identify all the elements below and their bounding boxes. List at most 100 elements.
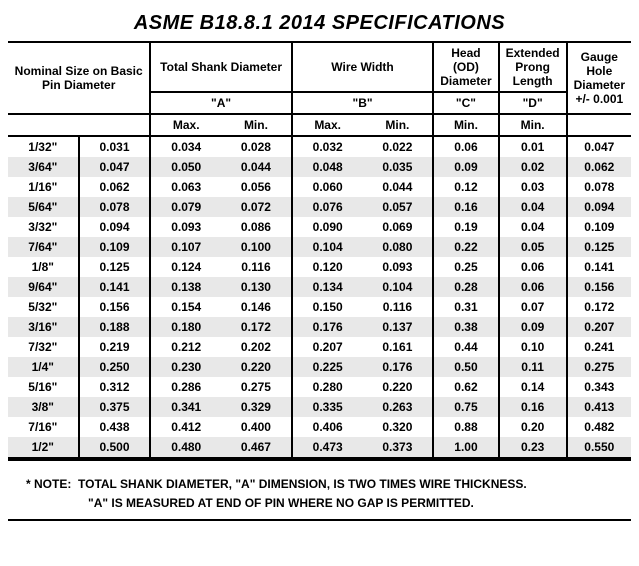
- cell-frac: 3/32": [8, 217, 79, 237]
- cell-bMin: 0.161: [363, 337, 434, 357]
- cell-frac: 1/4": [8, 357, 79, 377]
- letter-d: "D": [499, 92, 567, 114]
- cell-dMin: 0.23: [499, 437, 567, 458]
- cell-bMax: 0.032: [292, 136, 363, 157]
- cell-bMax: 0.048: [292, 157, 363, 177]
- cell-frac: 7/64": [8, 237, 79, 257]
- cell-gauge: 0.156: [567, 277, 631, 297]
- cell-bMin: 0.373: [363, 437, 434, 458]
- cell-bMin: 0.320: [363, 417, 434, 437]
- cell-gauge: 0.062: [567, 157, 631, 177]
- cell-cMin: 1.00: [433, 437, 498, 458]
- cell-cMin: 0.25: [433, 257, 498, 277]
- col-nominal: Nominal Size on Basic Pin Diameter: [8, 42, 150, 114]
- table-row: 1/4"0.2500.2300.2200.2250.1760.500.110.2…: [8, 357, 631, 377]
- cell-frac: 5/64": [8, 197, 79, 217]
- cell-dMin: 0.09: [499, 317, 567, 337]
- cell-aMax: 0.154: [150, 297, 221, 317]
- cell-gauge: 0.141: [567, 257, 631, 277]
- cell-frac: 1/32": [8, 136, 79, 157]
- cell-aMax: 0.050: [150, 157, 221, 177]
- cell-cMin: 0.62: [433, 377, 498, 397]
- cell-cMin: 0.06: [433, 136, 498, 157]
- cell-cMin: 0.22: [433, 237, 498, 257]
- table-row: 5/64"0.0780.0790.0720.0760.0570.160.040.…: [8, 197, 631, 217]
- cell-dMin: 0.10: [499, 337, 567, 357]
- cell-aMax: 0.093: [150, 217, 221, 237]
- blank-nominal: [8, 114, 150, 136]
- cell-bMax: 0.335: [292, 397, 363, 417]
- note-line-2: "A" IS MEASURED AT END OF PIN WHERE NO G…: [88, 494, 631, 513]
- cell-dec: 0.500: [79, 437, 151, 458]
- cell-dMin: 0.02: [499, 157, 567, 177]
- cell-bMax: 0.090: [292, 217, 363, 237]
- table-row: 1/32"0.0310.0340.0280.0320.0220.060.010.…: [8, 136, 631, 157]
- cell-dMin: 0.04: [499, 217, 567, 237]
- cell-aMin: 0.172: [221, 317, 292, 337]
- cell-cMin: 0.31: [433, 297, 498, 317]
- table-row: 5/32"0.1560.1540.1460.1500.1160.310.070.…: [8, 297, 631, 317]
- cell-frac: 3/8": [8, 397, 79, 417]
- page-title: ASME B18.8.1 2014 SPECIFICATIONS: [8, 12, 631, 35]
- cell-dMin: 0.01: [499, 136, 567, 157]
- cell-gauge: 0.413: [567, 397, 631, 417]
- cell-bMax: 0.104: [292, 237, 363, 257]
- cell-gauge: 0.343: [567, 377, 631, 397]
- cell-gauge: 0.125: [567, 237, 631, 257]
- cell-aMax: 0.124: [150, 257, 221, 277]
- cell-aMax: 0.138: [150, 277, 221, 297]
- cell-gauge: 0.109: [567, 217, 631, 237]
- cell-frac: 5/16": [8, 377, 79, 397]
- cell-dMin: 0.07: [499, 297, 567, 317]
- cell-dec: 0.094: [79, 217, 151, 237]
- cell-dec: 0.438: [79, 417, 151, 437]
- spec-table: Nominal Size on Basic Pin Diameter Total…: [8, 41, 631, 459]
- cell-frac: 3/64": [8, 157, 79, 177]
- letter-b: "B": [292, 92, 433, 114]
- cell-aMin: 0.056: [221, 177, 292, 197]
- cell-cMin: 0.75: [433, 397, 498, 417]
- cell-aMin: 0.044: [221, 157, 292, 177]
- cell-frac: 9/64": [8, 277, 79, 297]
- cell-bMin: 0.069: [363, 217, 434, 237]
- cell-dMin: 0.06: [499, 277, 567, 297]
- cell-aMax: 0.079: [150, 197, 221, 217]
- cell-bMax: 0.134: [292, 277, 363, 297]
- cell-bMax: 0.406: [292, 417, 363, 437]
- cell-cMin: 0.12: [433, 177, 498, 197]
- table-row: 3/32"0.0940.0930.0860.0900.0690.190.040.…: [8, 217, 631, 237]
- cell-aMax: 0.180: [150, 317, 221, 337]
- cell-aMin: 0.400: [221, 417, 292, 437]
- table-row: 3/16"0.1880.1800.1720.1760.1370.380.090.…: [8, 317, 631, 337]
- cell-dMin: 0.16: [499, 397, 567, 417]
- b-min: Min.: [363, 114, 434, 136]
- cell-aMin: 0.146: [221, 297, 292, 317]
- note-block: * NOTE: TOTAL SHANK DIAMETER, "A" DIMENS…: [26, 475, 631, 513]
- gauge-blank: [567, 114, 631, 136]
- cell-cMin: 0.88: [433, 417, 498, 437]
- cell-dMin: 0.05: [499, 237, 567, 257]
- cell-aMin: 0.086: [221, 217, 292, 237]
- a-min: Min.: [221, 114, 292, 136]
- letter-c: "C": [433, 92, 498, 114]
- note-line-1: * NOTE: TOTAL SHANK DIAMETER, "A" DIMENS…: [26, 475, 631, 494]
- cell-bMax: 0.076: [292, 197, 363, 217]
- cell-dec: 0.141: [79, 277, 151, 297]
- cell-bMin: 0.044: [363, 177, 434, 197]
- table-row: 7/32"0.2190.2120.2020.2070.1610.440.100.…: [8, 337, 631, 357]
- table-row: 3/8"0.3750.3410.3290.3350.2630.750.160.4…: [8, 397, 631, 417]
- a-max: Max.: [150, 114, 221, 136]
- cell-bMin: 0.137: [363, 317, 434, 337]
- cell-frac: 7/32": [8, 337, 79, 357]
- cell-dec: 0.062: [79, 177, 151, 197]
- cell-cMin: 0.16: [433, 197, 498, 217]
- cell-gauge: 0.207: [567, 317, 631, 337]
- table-row: 7/64"0.1090.1070.1000.1040.0800.220.050.…: [8, 237, 631, 257]
- table-row: 1/16"0.0620.0630.0560.0600.0440.120.030.…: [8, 177, 631, 197]
- cell-bMax: 0.150: [292, 297, 363, 317]
- cell-bMax: 0.280: [292, 377, 363, 397]
- cell-gauge: 0.482: [567, 417, 631, 437]
- cell-bMax: 0.176: [292, 317, 363, 337]
- cell-frac: 3/16": [8, 317, 79, 337]
- col-total-shank: Total Shank Diameter: [150, 42, 291, 92]
